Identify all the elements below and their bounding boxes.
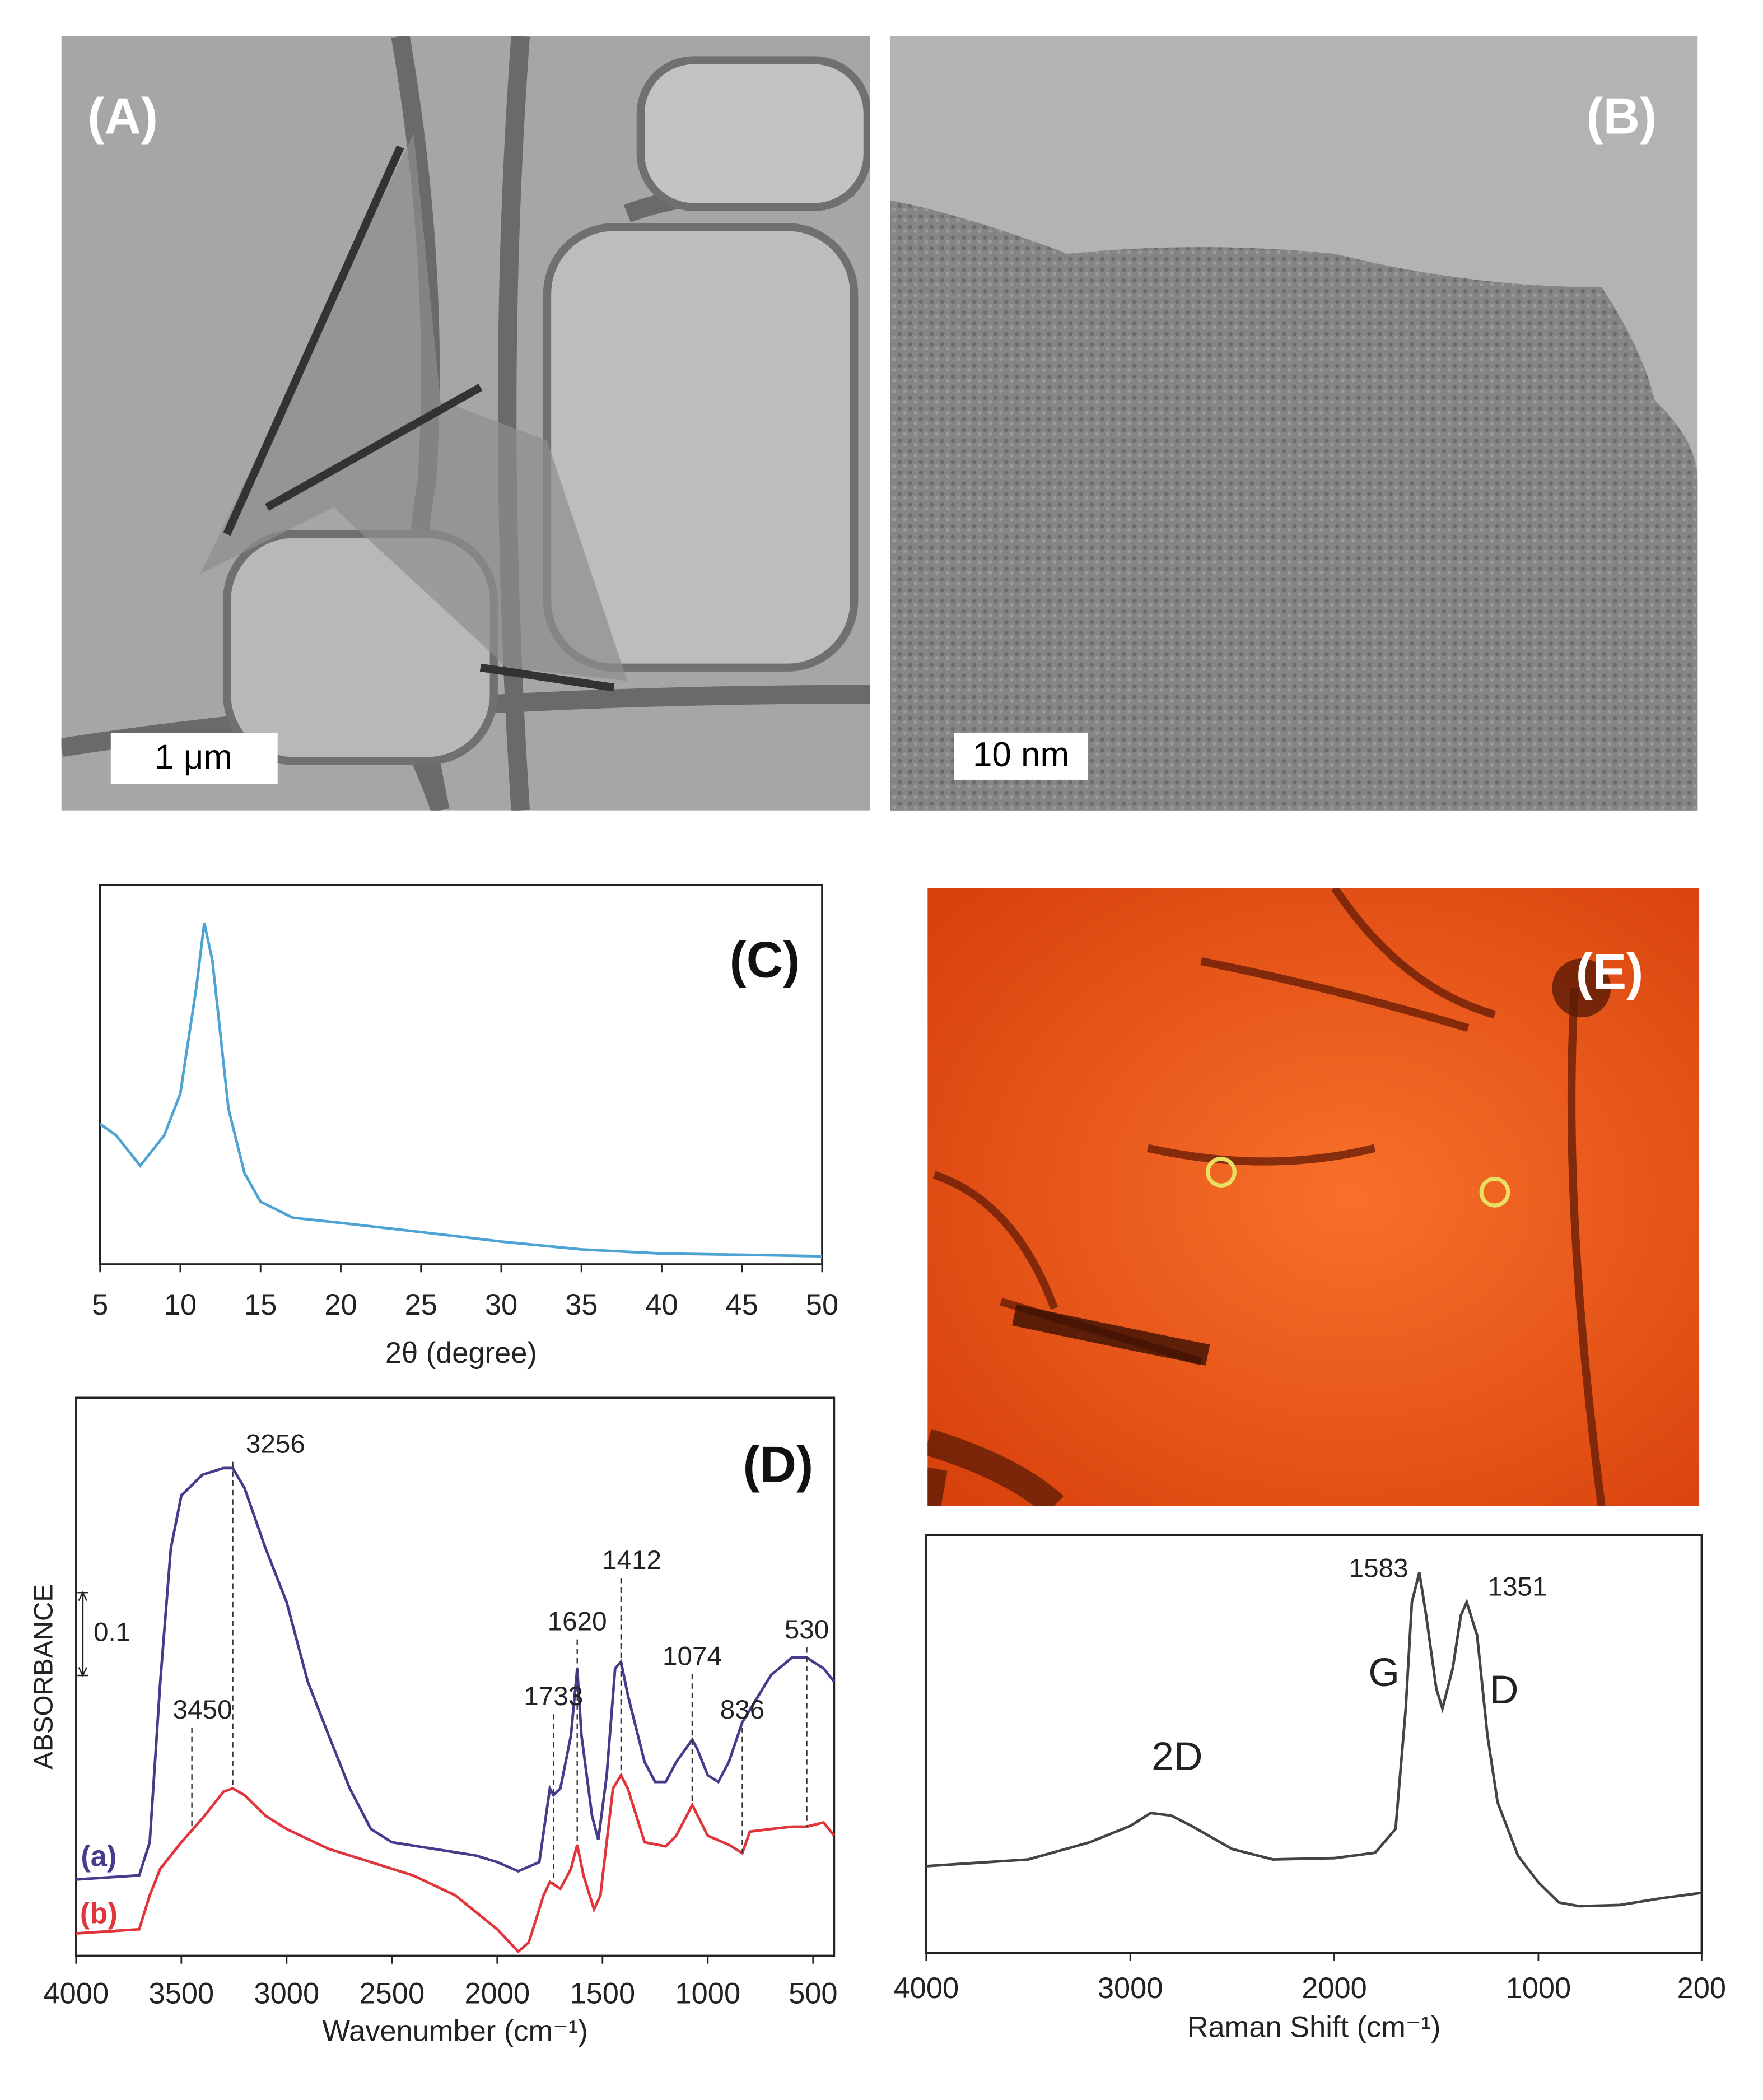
x-tick-label: 40	[645, 1289, 678, 1321]
data-line	[76, 1772, 836, 1954]
x-tick-label: 2000	[1302, 1972, 1367, 2005]
data-line	[76, 1466, 836, 1881]
x-tick-label: 4000	[44, 1978, 109, 2010]
y-axis-label: ABSORBANCE	[29, 1584, 59, 1770]
x-tick-label: 4000	[894, 1972, 959, 2005]
peak-label: 3450	[173, 1695, 232, 1725]
band-label: 2D	[1151, 1734, 1202, 1779]
panel-label: (B)	[1587, 89, 1657, 145]
plot-frame	[75, 1396, 836, 1957]
scale-bar-label: 10 nm	[973, 735, 1069, 774]
x-tick-label: 3500	[149, 1978, 214, 2010]
x-axis-label: Raman Shift (cm⁻¹)	[1187, 2011, 1441, 2043]
scale-bar-label: 0.1	[94, 1618, 130, 1647]
x-tick-label: 3000	[1098, 1972, 1163, 2005]
x-tick-label: 3000	[254, 1978, 320, 2010]
peak-label: 1733	[524, 1682, 583, 1711]
data-line	[99, 923, 822, 1258]
x-tick-label: 15	[244, 1289, 277, 1321]
peak-label: 3256	[246, 1430, 305, 1459]
series-label: (b)	[80, 1898, 118, 1930]
peak-label: 1412	[602, 1545, 661, 1575]
x-tick-label: 25	[405, 1289, 437, 1321]
data-line	[926, 1572, 1702, 1908]
x-tick-label: 50	[806, 1289, 838, 1321]
plot-frame	[925, 1534, 1703, 1954]
panel-label: (E)	[1576, 944, 1644, 1000]
x-tick-label: 2500	[360, 1978, 425, 2010]
scale-bar-cap	[77, 1591, 88, 1677]
x-axis-label: 2θ (degree)	[385, 1337, 537, 1370]
peak-label: 836	[720, 1695, 765, 1725]
x-tick-label: 1000	[675, 1978, 741, 2010]
peak-label: 1351	[1488, 1572, 1547, 1602]
peak-label: 1074	[663, 1642, 722, 1671]
series-label: (a)	[81, 1840, 116, 1873]
x-tick-label: 200	[1677, 1972, 1726, 2005]
peak-label: 1620	[548, 1607, 607, 1637]
panel-label: (A)	[87, 89, 158, 145]
x-tick-label: 10	[164, 1289, 197, 1321]
x-tick-label: 500	[789, 1978, 837, 2010]
x-tick-label: 1500	[570, 1978, 636, 2010]
x-tick-label: 2000	[465, 1978, 530, 2010]
x-tick-label: 30	[485, 1289, 517, 1321]
x-axis-label: Wavenumber (cm⁻¹)	[323, 2015, 588, 2047]
x-tick-label: 1000	[1506, 1972, 1571, 2005]
panel-label: (C)	[730, 932, 800, 989]
optical-image-e	[927, 887, 1699, 1506]
x-tick-label: 20	[324, 1289, 357, 1321]
plot-frame	[99, 884, 823, 1265]
peak-label: 1583	[1349, 1553, 1408, 1583]
x-tick-label: 45	[726, 1289, 758, 1321]
band-label: G	[1368, 1650, 1400, 1695]
tem-image-a	[61, 36, 870, 811]
scale-bar-label: 1 μm	[155, 738, 232, 777]
panel-label: (D)	[743, 1437, 813, 1493]
x-tick-label: 35	[565, 1289, 598, 1321]
tem-image-b	[890, 36, 1698, 811]
x-tick-label: 5	[92, 1289, 108, 1321]
band-label: D	[1490, 1668, 1519, 1712]
peak-label: 530	[785, 1615, 829, 1645]
